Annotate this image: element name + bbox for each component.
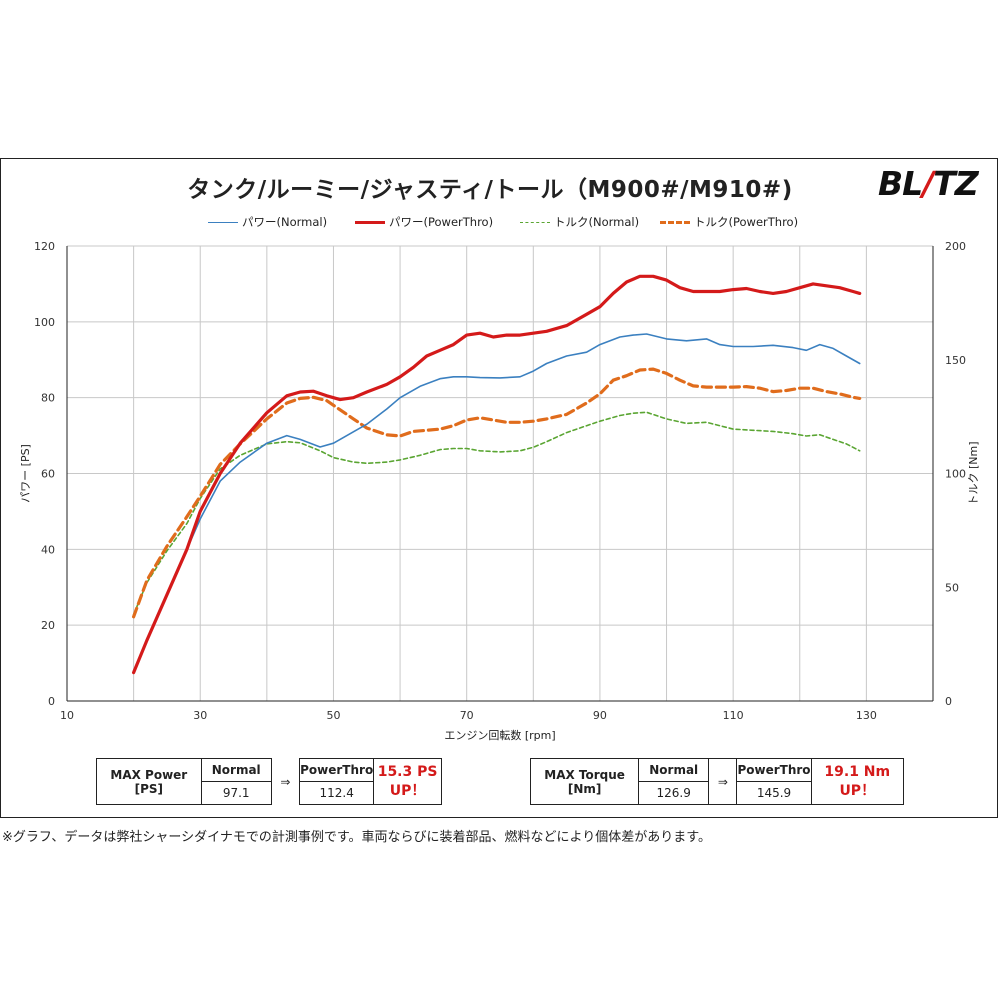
max-power-arrow: ⇒ bbox=[270, 758, 301, 805]
max-power-normal-header: Normal bbox=[200, 758, 272, 782]
chart-legend: パワー(Normal) パワー(PowerThro) トルク(Normal) ト… bbox=[200, 212, 820, 232]
logo-slash: / bbox=[922, 164, 934, 203]
max-power-label-line2: [PS] bbox=[134, 781, 163, 796]
series-line-torque-powerthro bbox=[132, 367, 862, 619]
y-right-tick-label: 100 bbox=[945, 468, 966, 481]
legend-label-power-normal: パワー(Normal) bbox=[242, 215, 328, 229]
max-torque-table: MAX Torque [Nm] Normal ⇒ PowerThro 19.1 … bbox=[529, 758, 905, 805]
max-torque-normal-header: Normal bbox=[638, 758, 710, 782]
x-tick-label: 10 bbox=[60, 709, 74, 722]
series-line-power-normal bbox=[132, 333, 861, 672]
chart-title: タンク/ルーミー/ジャスティ/トール（M900#/M910#) bbox=[187, 177, 793, 203]
y-right-tick-label: 50 bbox=[945, 581, 959, 594]
y-right-tick-label: 150 bbox=[945, 354, 966, 367]
series-line-power-powerthro bbox=[132, 274, 862, 675]
legend-swatch-power-normal bbox=[208, 221, 238, 223]
max-torque-gain: 19.1 Nm UP！ bbox=[810, 758, 905, 805]
blitz-logo: BL/TZ bbox=[878, 164, 979, 203]
max-power-label-line1: MAX Power bbox=[110, 767, 188, 782]
y-axis-left-title: パワー [PS] bbox=[19, 444, 32, 503]
max-torque-gain-line2: UP！ bbox=[839, 782, 876, 799]
max-torque-gain-line1: 19.1 Nm bbox=[824, 763, 891, 780]
legend-item-torque-powerthro: トルク(PowerThro) bbox=[660, 212, 798, 232]
max-torque-normal-value: 126.9 bbox=[638, 781, 710, 805]
legend-item-torque-normal: トルク(Normal) bbox=[520, 212, 639, 232]
legend-item-power-powerthro: パワー(PowerThro) bbox=[355, 212, 493, 232]
legend-label-torque-normal: トルク(Normal) bbox=[554, 215, 640, 229]
max-power-powerthro-header: PowerThro bbox=[299, 758, 375, 782]
max-power-powerthro-value: 112.4 bbox=[299, 781, 375, 805]
y-left-tick-label: 120 bbox=[34, 240, 55, 253]
x-tick-label: 50 bbox=[326, 709, 340, 722]
legend-item-power-normal: パワー(Normal) bbox=[208, 212, 327, 232]
footnote: ※グラフ、データは弊社シャーシダイナモでの計測事例です。車両ならびに装着部品、燃… bbox=[2, 830, 711, 845]
chart-plot: 10 30 50 70 90 110 130 0 20 40 60 80 100 120 0 50 100 150… bbox=[19, 240, 980, 742]
y-left-tick-label: 0 bbox=[48, 695, 55, 708]
logo-text-left: BL bbox=[878, 164, 923, 203]
max-torque-powerthro-value: 145.9 bbox=[736, 781, 812, 805]
series-line-torque-normal bbox=[132, 411, 861, 616]
y-right-tick-label: 0 bbox=[945, 695, 952, 708]
x-axis-title: エンジン回転数 [rpm] bbox=[444, 729, 555, 742]
y-axis-right-title: トルク [Nm] bbox=[967, 441, 980, 505]
max-torque-label-line2: [Nm] bbox=[567, 781, 602, 796]
max-torque-label: MAX Torque [Nm] bbox=[529, 758, 640, 805]
legend-label-torque-powerthro: トルク(PowerThro) bbox=[694, 215, 799, 229]
max-torque-powerthro-header: PowerThro bbox=[736, 758, 812, 782]
legend-swatch-torque-normal bbox=[520, 221, 550, 223]
max-torque-label-line1: MAX Torque bbox=[544, 767, 625, 782]
x-tick-label: 70 bbox=[460, 709, 474, 722]
y-left-tick-label: 40 bbox=[41, 543, 55, 556]
max-power-table: MAX Power [PS] Normal ⇒ PowerThro 15.3 P… bbox=[96, 758, 442, 805]
max-power-gain: 15.3 PS UP！ bbox=[373, 758, 442, 805]
legend-label-power-powerthro: パワー(PowerThro) bbox=[389, 215, 494, 229]
legend-swatch-power-powerthro bbox=[355, 220, 385, 224]
max-torque-arrow: ⇒ bbox=[708, 758, 738, 805]
max-power-label: MAX Power [PS] bbox=[96, 758, 202, 805]
x-tick-label: 90 bbox=[593, 709, 607, 722]
y-left-tick-label: 80 bbox=[41, 392, 55, 405]
max-power-gain-line2: UP！ bbox=[389, 782, 426, 799]
x-tick-label: 110 bbox=[723, 709, 744, 722]
y-left-tick-label: 20 bbox=[41, 619, 55, 632]
logo-text-right: TZ bbox=[933, 164, 978, 203]
chart-frame bbox=[0, 158, 998, 818]
y-left-tick-label: 100 bbox=[34, 316, 55, 329]
y-left-tick-label: 60 bbox=[41, 468, 55, 481]
legend-swatch-torque-powerthro bbox=[660, 220, 690, 224]
max-power-gain-line1: 15.3 PS bbox=[377, 763, 438, 780]
max-power-normal-value: 97.1 bbox=[200, 781, 272, 805]
x-tick-label: 30 bbox=[193, 709, 207, 722]
y-right-tick-label: 200 bbox=[945, 240, 966, 253]
x-tick-label: 130 bbox=[856, 709, 877, 722]
